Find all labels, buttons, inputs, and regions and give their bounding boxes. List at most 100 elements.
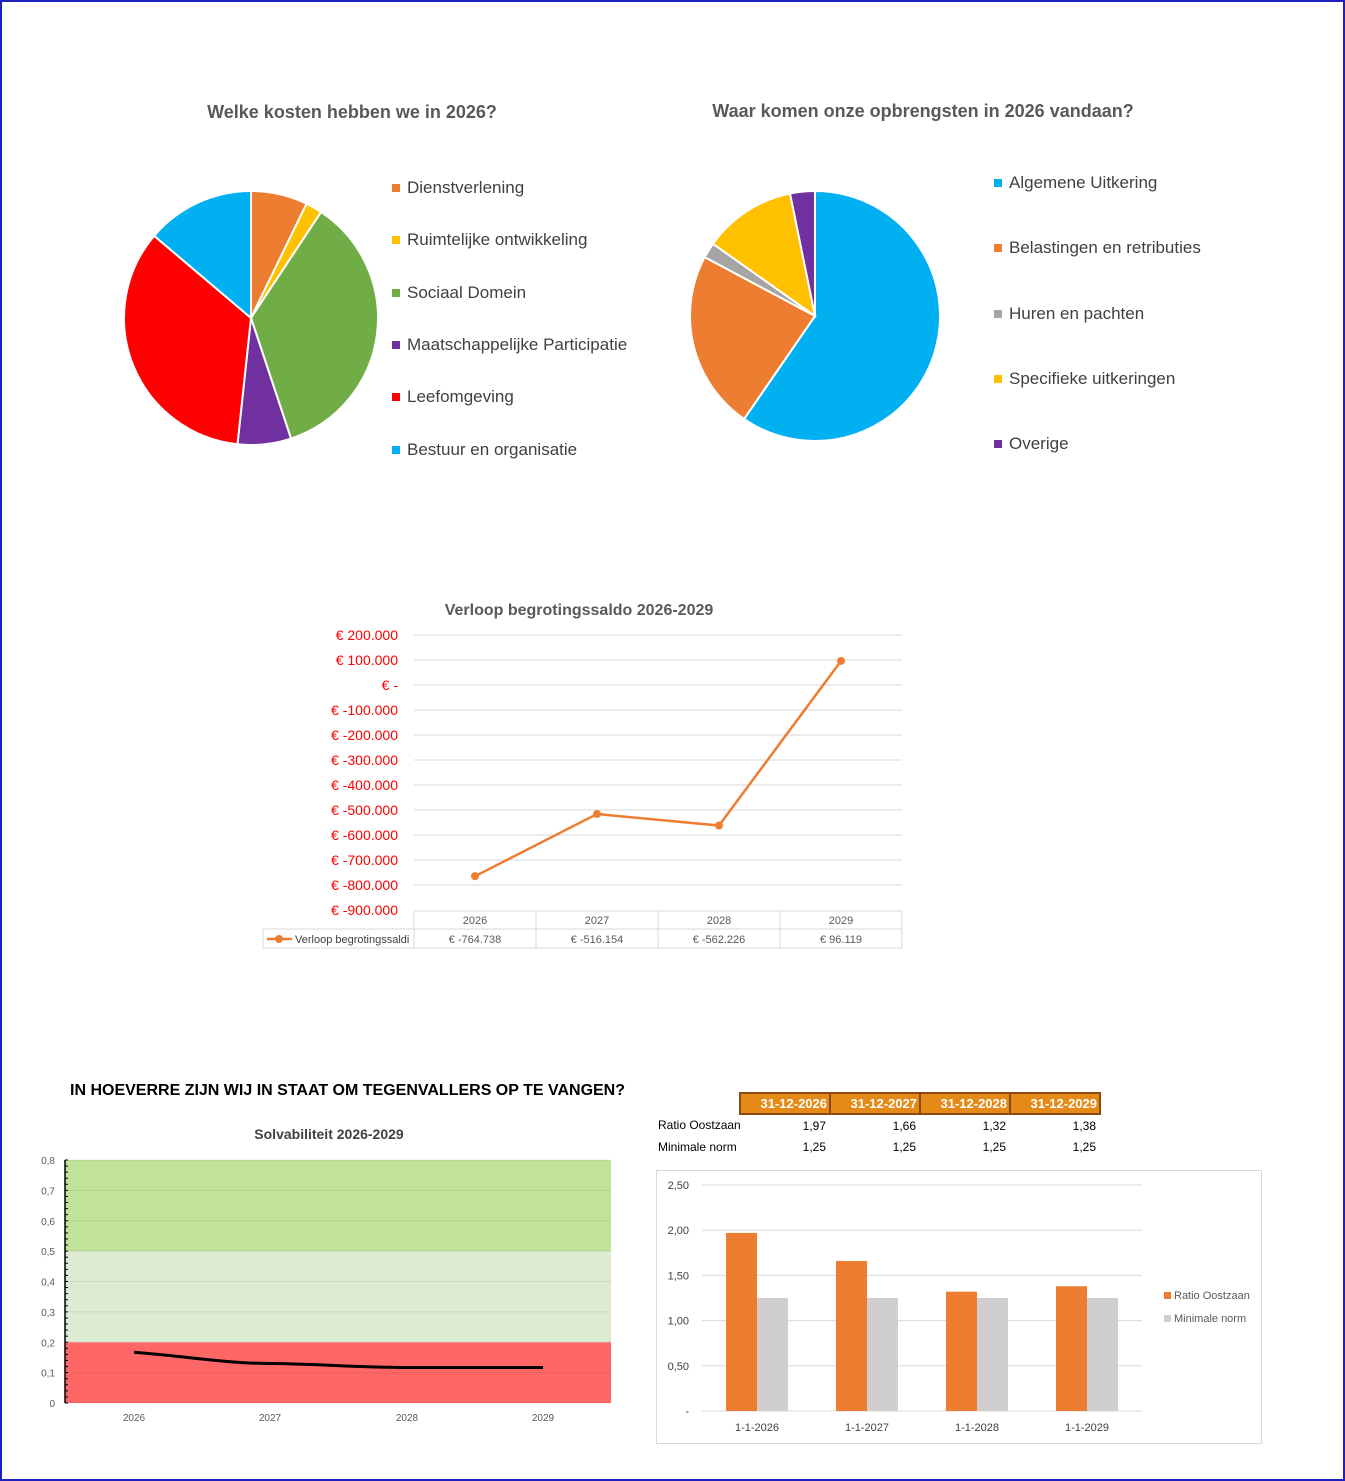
legend-label: Overige: [1009, 434, 1069, 454]
legend-swatch: [994, 440, 1002, 449]
legend-item: Belastingen en retributies: [994, 238, 1201, 258]
y-tick-label: 0,6: [41, 1217, 55, 1228]
y-tick-label: 0,50: [668, 1361, 689, 1373]
y-tick-label: € 100.000: [336, 652, 398, 668]
y-tick-label: € -400.000: [331, 777, 398, 793]
solvency-line: [133, 1350, 543, 1369]
legend-swatch: [392, 288, 400, 297]
pie-slice: [711, 192, 817, 319]
row-label: Minimale norm: [658, 1139, 737, 1154]
legend-swatch: [994, 244, 1002, 253]
pie-slice: [689, 255, 817, 421]
data-point: [837, 656, 845, 665]
bar-ratio-oostzaan: [836, 1260, 867, 1411]
data-point: [471, 872, 479, 881]
legend-label: Dienstverlening: [407, 178, 525, 197]
data-table-legend-cell: [262, 928, 415, 949]
legend-item: Leefomgeving: [392, 387, 514, 407]
data-point: [593, 810, 601, 819]
y-tick-label: 0: [49, 1399, 55, 1410]
y-tick-label: 0,7: [41, 1186, 55, 1197]
legend-item: Maatschappelijke Participatie: [392, 335, 627, 355]
pie-slice: [742, 189, 941, 442]
legend-swatch: [392, 236, 400, 245]
legend-item: Overige: [994, 434, 1069, 454]
cell: 1,38: [1072, 1118, 1096, 1133]
legend-marker-icon: [275, 935, 283, 943]
x-category-label: 2028: [396, 1413, 419, 1424]
ratio-table-header-cell: 31-12-2028: [919, 1092, 1011, 1115]
x-category-label: 2028: [707, 915, 731, 927]
y-tick-label: € -100.000: [331, 702, 398, 718]
y-tick-label: 0,2: [41, 1338, 55, 1349]
budget-line-title: Verloop begrotingssaldo 2026-2029: [444, 602, 714, 619]
ratio-table-header: 31-12-2026 31-12-2027 31-12-2028 31-12-2…: [654, 1092, 1101, 1115]
data-value-label: € 96.119: [820, 934, 862, 946]
legend-label: Leefomgeving: [407, 387, 514, 407]
data-point: [715, 821, 723, 830]
x-category-label: 1-1-2029: [1065, 1422, 1109, 1434]
legend-label: Belastingen en retributies: [1009, 238, 1201, 258]
cell: 1,97: [802, 1118, 826, 1133]
x-category-label: 2029: [532, 1413, 555, 1424]
x-category-label: 1-1-2027: [845, 1422, 889, 1434]
data-value-label: € -516.154: [571, 934, 624, 946]
x-category-label: 2026: [123, 1413, 146, 1424]
legend-item: Algemene Uitkering: [994, 173, 1157, 193]
y-tick-label: € -300.000: [331, 752, 398, 768]
solvency-heading: IN HOEVERRE ZIJN WIJ IN STAAT OM TEGENVA…: [70, 1082, 626, 1099]
legend-swatch: [994, 179, 1002, 187]
data-value-label: € -764.738: [449, 934, 502, 946]
legend-swatch: [994, 374, 1002, 383]
pie-slice: [249, 210, 379, 440]
y-tick-label: 0,1: [41, 1369, 55, 1380]
legend-swatch: [994, 309, 1002, 318]
cell: 1,25: [982, 1139, 1006, 1154]
bar-ratio-oostzaan: [726, 1232, 757, 1411]
ratio-table-row: Minimale norm 1,25 1,25 1,25 1,25: [654, 1136, 1100, 1157]
data-value-label: € -562.226: [693, 934, 746, 946]
bar-minimale-norm: [867, 1298, 898, 1411]
legend-item: Dienstverlening: [392, 178, 524, 198]
y-tick-label: € -600.000: [331, 827, 398, 843]
legend-label: Ratio Oostzaan: [1174, 1290, 1250, 1302]
threshold-band: [65, 1251, 611, 1343]
legend-label: Verloop begrotingssaldi: [295, 934, 409, 946]
bar-minimale-norm: [757, 1298, 788, 1411]
legend-label: Sociaal Domein: [407, 282, 527, 302]
y-tick-label: 0,8: [41, 1156, 55, 1167]
x-category-label: 1-1-2026: [735, 1422, 779, 1434]
pie-slice: [152, 189, 252, 321]
cell: 1,25: [802, 1139, 826, 1154]
y-tick-label: -: [685, 1406, 689, 1418]
ratio-table-header-cell: 31-12-2027: [829, 1092, 921, 1115]
y-tick-label: 0,5: [41, 1247, 55, 1258]
ratio-table-header-cell: 31-12-2026: [739, 1092, 831, 1115]
legend-label: Specifieke uitkeringen: [1009, 368, 1176, 388]
y-tick-label: € -200.000: [331, 727, 398, 743]
series-line: [474, 660, 843, 878]
legend-swatch: [392, 340, 400, 349]
threshold-band: [65, 1160, 611, 1252]
threshold-band: [65, 1342, 611, 1403]
legend-swatch: [392, 445, 400, 454]
y-tick-label: 1,00: [668, 1316, 689, 1328]
y-tick-label: € -800.000: [331, 877, 398, 893]
y-tick-label: 2,50: [668, 1180, 689, 1192]
bar-ratio-oostzaan: [946, 1291, 977, 1411]
x-category-label: 1-1-2028: [955, 1422, 999, 1434]
pie-slice: [123, 234, 253, 446]
legend-label: Maatschappelijke Participatie: [407, 334, 628, 354]
legend-item: Ruimtelijke ontwikkeling: [392, 230, 587, 250]
x-category-label: 2027: [259, 1413, 282, 1424]
cell: 1,32: [982, 1118, 1006, 1133]
y-tick-label: 2,00: [668, 1225, 689, 1237]
y-tick-label: € -500.000: [331, 802, 398, 818]
y-tick-label: 0,4: [41, 1278, 55, 1289]
legend-label: Huren en pachten: [1009, 303, 1145, 323]
ratio-table-row: Ratio Oostzaan 1,97 1,66 1,32 1,38: [654, 1114, 1100, 1136]
